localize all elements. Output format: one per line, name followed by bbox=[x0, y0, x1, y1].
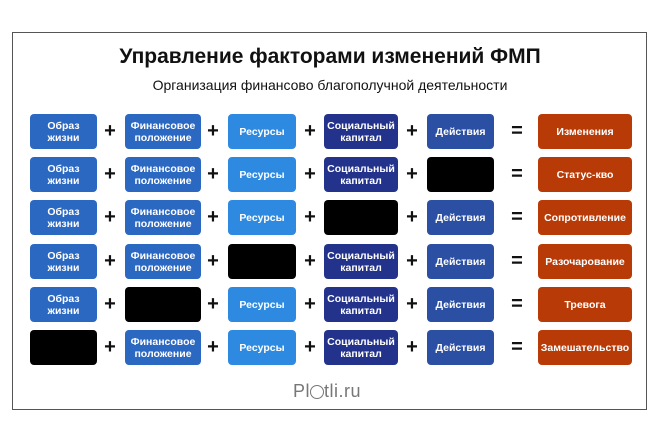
factor-lifestyle: Образ жизни bbox=[30, 114, 97, 149]
result-box: Сопротивление bbox=[538, 200, 632, 235]
plus-sign: + bbox=[104, 163, 116, 185]
missing-factor-box bbox=[427, 157, 494, 192]
plus-sign: + bbox=[104, 336, 116, 358]
plus-sign: + bbox=[304, 293, 316, 315]
equals-sign: = bbox=[511, 120, 523, 142]
page-subtitle: Организация финансово благополучной деят… bbox=[152, 77, 508, 93]
missing-factor-box bbox=[125, 287, 201, 322]
plus-sign: + bbox=[207, 336, 219, 358]
result-box: Статус-кво bbox=[538, 157, 632, 192]
plus-sign: + bbox=[406, 336, 418, 358]
factor-finance: Финансовое положение bbox=[125, 157, 201, 192]
plotli-logo: Pl tli.ru bbox=[293, 381, 362, 401]
factor-finance: Финансовое положение bbox=[125, 244, 201, 279]
equation-row: Финансовое положение Ресурсы Социальный ка… bbox=[0, 330, 660, 366]
plus-sign: + bbox=[207, 293, 219, 315]
equation-row: Образ жизни Финансовое положение Ресурсы Со… bbox=[0, 114, 660, 150]
plus-sign: + bbox=[104, 120, 116, 142]
plus-sign: + bbox=[406, 250, 418, 272]
plus-sign: + bbox=[207, 120, 219, 142]
plus-sign: + bbox=[304, 163, 316, 185]
equation-row: Образ жизни Финансовое положение Ресурсы Со… bbox=[0, 157, 660, 193]
result-box: Разочарование bbox=[538, 244, 632, 279]
plus-sign: + bbox=[104, 293, 116, 315]
factor-finance: Финансовое положение bbox=[125, 114, 201, 149]
factor-finance: Финансовое положение bbox=[125, 330, 201, 365]
plus-sign: + bbox=[304, 250, 316, 272]
result-box: Тревога bbox=[538, 287, 632, 322]
factor-lifestyle: Образ жизни bbox=[30, 287, 97, 322]
page-title: Управление факторами изменений ФМП bbox=[119, 45, 541, 68]
plus-sign: + bbox=[406, 120, 418, 142]
plus-sign: + bbox=[406, 206, 418, 228]
missing-factor-box bbox=[324, 200, 398, 235]
factor-actions: Действия bbox=[427, 287, 494, 322]
factor-lifestyle: Образ жизни bbox=[30, 157, 97, 192]
equation-row: Образ жизни Финансовое положение Социальны… bbox=[0, 244, 660, 280]
factor-actions: Действия bbox=[427, 200, 494, 235]
factor-social-capital: Социальный капитал bbox=[324, 287, 398, 322]
factor-resources: Ресурсы bbox=[228, 200, 296, 235]
plus-sign: + bbox=[104, 206, 116, 228]
factor-resources: Ресурсы bbox=[228, 330, 296, 365]
missing-factor-box bbox=[30, 330, 97, 365]
factor-finance: Финансовое положение bbox=[125, 200, 201, 235]
plus-sign: + bbox=[207, 250, 219, 272]
plus-sign: + bbox=[304, 120, 316, 142]
factor-actions: Действия bbox=[427, 114, 494, 149]
factor-social-capital: Социальный капитал bbox=[324, 157, 398, 192]
factor-actions: Действия bbox=[427, 330, 494, 365]
factor-social-capital: Социальный капитал bbox=[324, 114, 398, 149]
factor-resources: Ресурсы bbox=[228, 287, 296, 322]
plus-sign: + bbox=[406, 163, 418, 185]
factor-resources: Ресурсы bbox=[228, 114, 296, 149]
equation-row: Образ жизни Финансовое положение Ресурсы Де… bbox=[0, 200, 660, 236]
result-box: Замешательство bbox=[538, 330, 632, 365]
plus-sign: + bbox=[304, 336, 316, 358]
factor-resources: Ресурсы bbox=[228, 157, 296, 192]
plus-sign: + bbox=[304, 206, 316, 228]
equals-sign: = bbox=[511, 336, 523, 358]
plus-sign: + bbox=[207, 206, 219, 228]
result-box: Изменения bbox=[538, 114, 632, 149]
factor-lifestyle: Образ жизни bbox=[30, 200, 97, 235]
factor-lifestyle: Образ жизни bbox=[30, 244, 97, 279]
equals-sign: = bbox=[511, 206, 523, 228]
factor-social-capital: Социальный капитал bbox=[324, 330, 398, 365]
plus-sign: + bbox=[406, 293, 418, 315]
equals-sign: = bbox=[511, 293, 523, 315]
equation-row: Образ жизни Ресурсы Социальный капитал Дейс… bbox=[0, 287, 660, 323]
plus-sign: + bbox=[104, 250, 116, 272]
factor-actions: Действия bbox=[427, 244, 494, 279]
equals-sign: = bbox=[511, 250, 523, 272]
factor-social-capital: Социальный капитал bbox=[324, 244, 398, 279]
equals-sign: = bbox=[511, 163, 523, 185]
missing-factor-box bbox=[228, 244, 296, 279]
plus-sign: + bbox=[207, 163, 219, 185]
